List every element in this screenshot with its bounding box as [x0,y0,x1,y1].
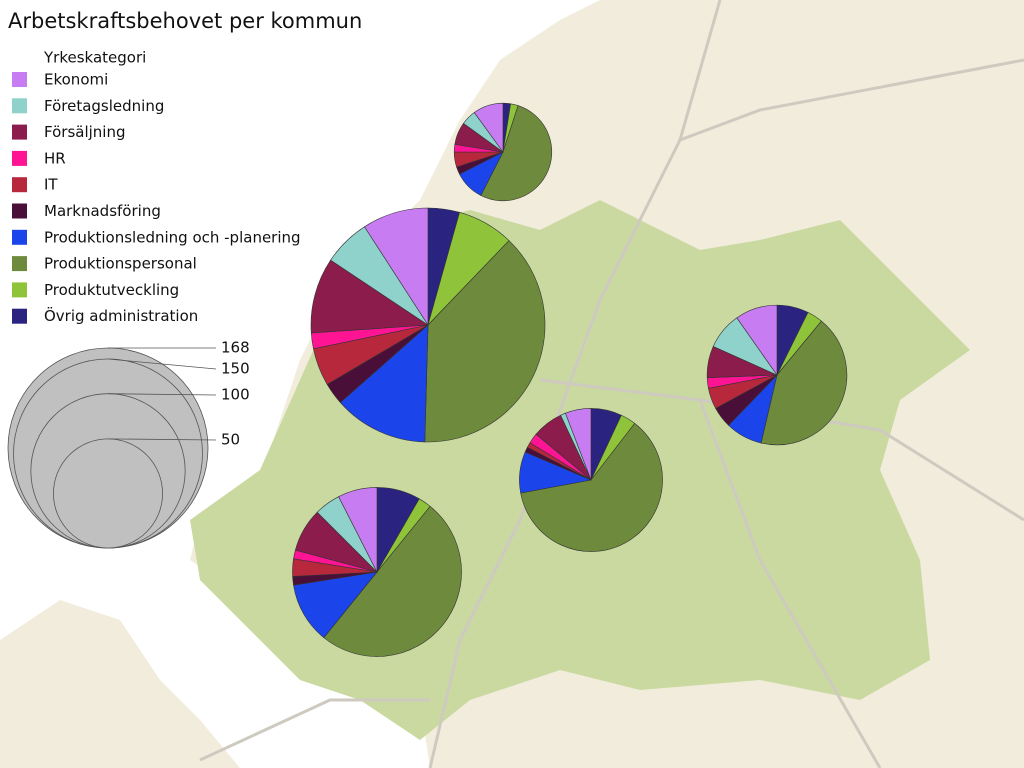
legend-label: Försäljning [44,123,125,141]
legend-label: HR [44,149,66,167]
legend-label: Företagsledning [44,97,164,115]
size-leader [107,393,217,396]
legend-title: Yrkeskategori [43,49,146,67]
land [0,600,240,768]
legend-label: Marknadsföring [44,202,161,220]
pie-slice [364,207,429,327]
legend-swatch [12,124,27,140]
size-leader [107,358,217,370]
pie-slice [473,102,504,153]
legend-swatch [12,256,27,272]
pie-slice [339,324,429,443]
pie-slice [760,320,848,446]
legend-label: Produktutveckling [44,281,179,299]
size-label: 100 [221,386,250,404]
legend-label: Produktionsledning och -planering [44,228,301,246]
legend-swatch [12,98,27,114]
pie-slice [565,408,592,481]
legend-swatch [12,72,27,87]
legend-swatch [12,308,27,324]
legend-label: IT [44,176,58,194]
pie-slice [480,105,553,202]
map-title: Arbetskraftsbehovet per kommun [8,9,362,33]
pie-slice [424,240,546,443]
size-label: 150 [221,360,250,378]
legend-swatch [12,229,27,245]
size-label: 168 [221,339,250,357]
pie-slice [520,422,663,552]
size-label: 50 [221,431,240,449]
pie-slice [293,571,378,639]
legend-label: Ekonomi [44,71,108,89]
legend-label: Övrig administration [44,306,198,325]
size-leader [107,438,217,441]
legend-swatch [12,203,27,219]
pie-slice [323,505,462,657]
legend-swatch [12,282,27,298]
pie-slice [736,304,778,376]
legend-label: Produktionspersonal [44,255,197,273]
pie-slice [338,487,378,573]
size-circle [53,438,163,549]
legend-swatch [12,150,27,166]
pie-slice [310,259,429,334]
legend-swatch [12,177,27,193]
